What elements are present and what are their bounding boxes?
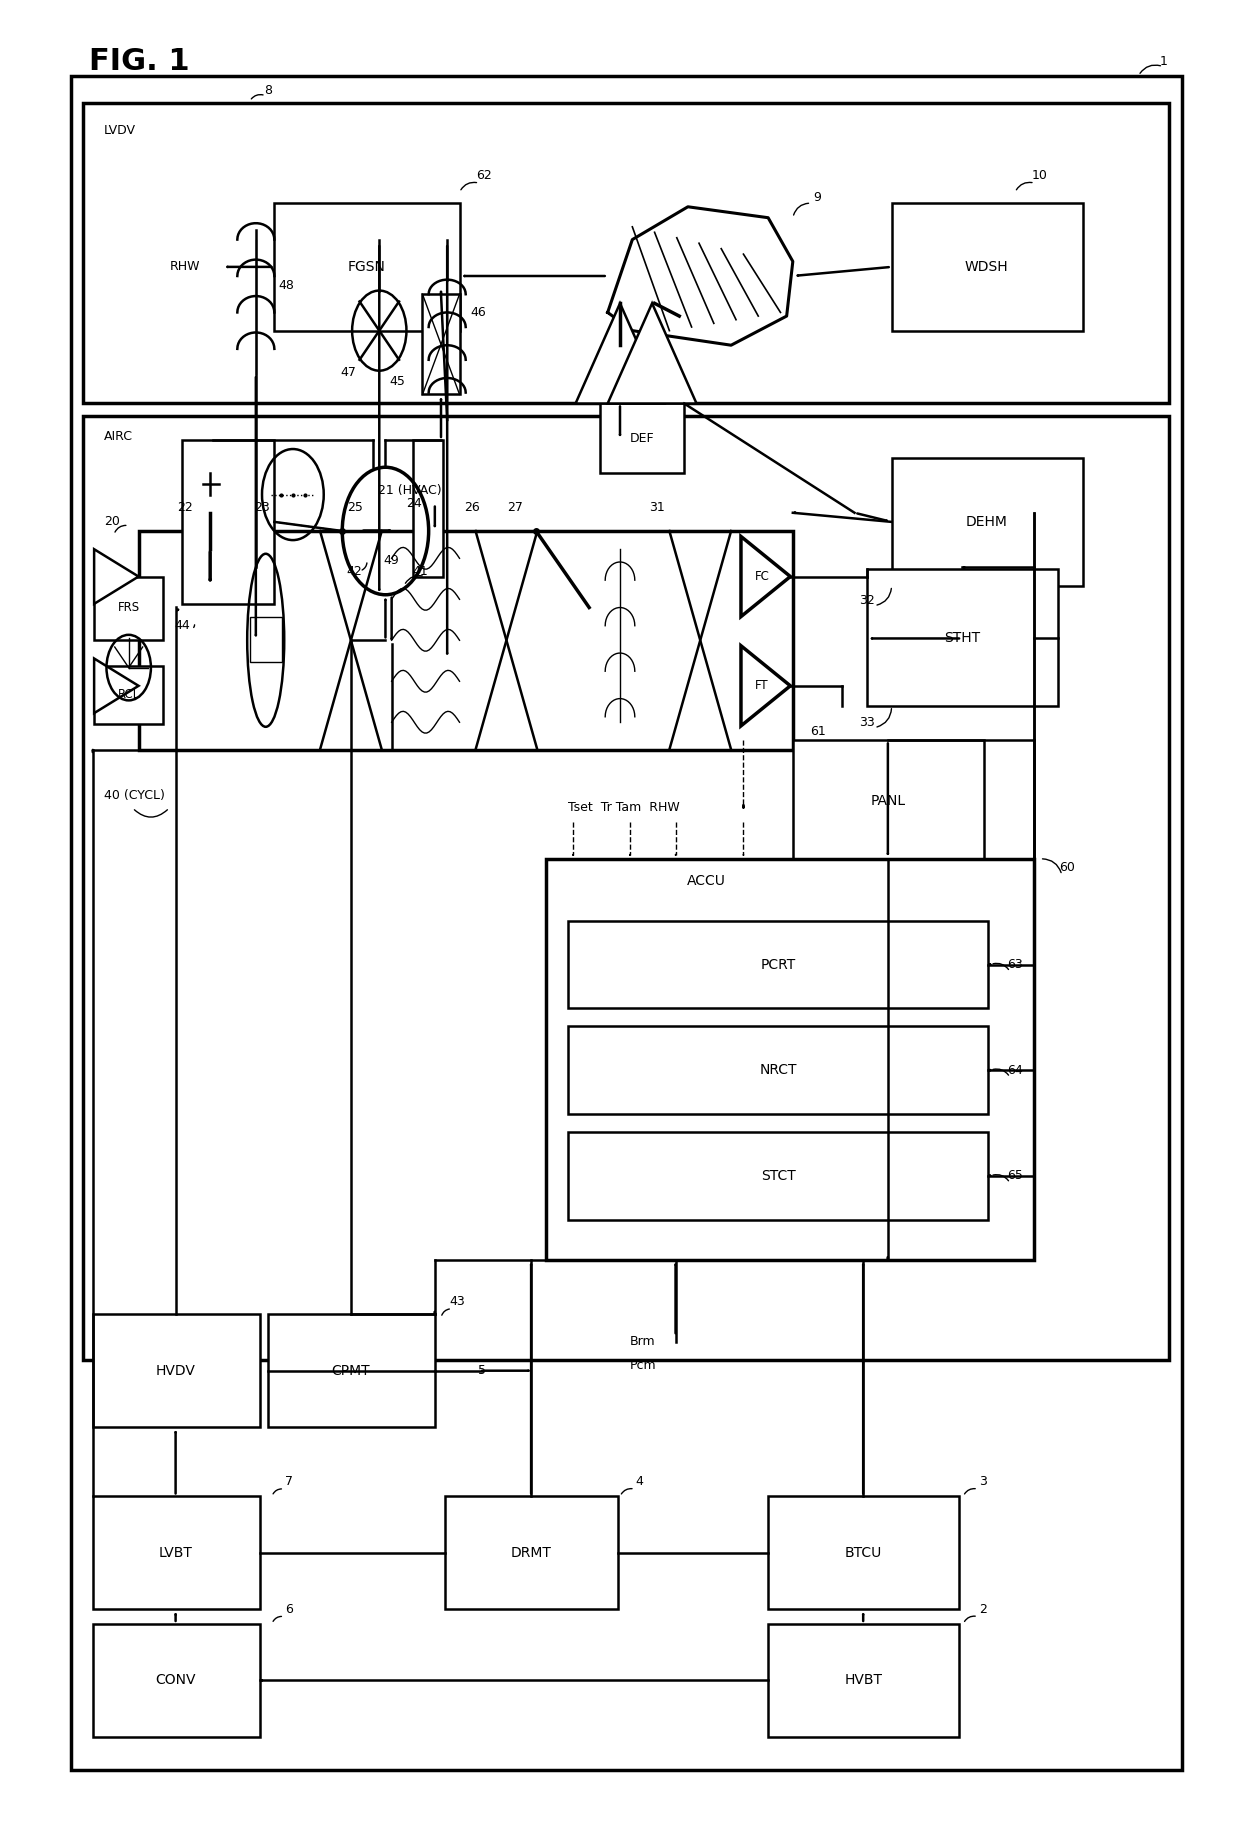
Polygon shape — [94, 658, 139, 713]
Text: FT: FT — [755, 680, 769, 692]
Bar — [83, 102, 1169, 404]
Text: 43: 43 — [449, 1295, 465, 1308]
Polygon shape — [94, 550, 139, 605]
Text: 60: 60 — [1059, 862, 1075, 875]
Text: 4: 4 — [636, 1474, 644, 1489]
Text: 64: 64 — [1007, 1063, 1023, 1076]
Bar — [568, 921, 988, 1009]
Text: 27: 27 — [507, 501, 523, 513]
Text: 5: 5 — [477, 1365, 486, 1378]
Bar — [182, 440, 274, 605]
Polygon shape — [742, 537, 790, 616]
Bar — [94, 665, 164, 723]
Bar — [892, 203, 1083, 331]
Polygon shape — [608, 303, 697, 404]
Text: AIRC: AIRC — [104, 429, 133, 442]
Text: PANL: PANL — [870, 793, 905, 808]
Bar — [568, 1027, 988, 1114]
Text: Pcm: Pcm — [630, 1359, 656, 1372]
Text: 47: 47 — [341, 365, 356, 378]
Text: 40 (CYCL): 40 (CYCL) — [104, 789, 165, 802]
Bar — [93, 1624, 259, 1737]
Text: 23: 23 — [254, 501, 270, 513]
Bar — [445, 1496, 618, 1610]
Text: WDSH: WDSH — [965, 259, 1008, 274]
Text: NRCT: NRCT — [759, 1063, 797, 1078]
Bar — [892, 459, 1083, 586]
Text: ACCU: ACCU — [687, 873, 725, 888]
Text: 7: 7 — [285, 1474, 293, 1489]
Bar — [546, 859, 1033, 1259]
Polygon shape — [742, 645, 790, 725]
Bar — [768, 1496, 960, 1610]
Text: 63: 63 — [1007, 957, 1023, 970]
Text: CONV: CONV — [155, 1674, 196, 1688]
Text: 31: 31 — [650, 501, 665, 513]
Bar — [413, 440, 444, 577]
Text: 42: 42 — [347, 565, 362, 577]
Text: DRMT: DRMT — [511, 1546, 552, 1560]
Text: 25: 25 — [347, 501, 362, 513]
Text: STCT: STCT — [760, 1169, 795, 1182]
Bar — [274, 203, 460, 331]
Text: DEF: DEF — [630, 431, 655, 444]
Bar — [249, 616, 281, 661]
Text: FC: FC — [754, 570, 769, 583]
Text: 8: 8 — [264, 84, 273, 97]
Text: RCL: RCL — [118, 689, 140, 702]
Text: FRS: FRS — [118, 601, 140, 614]
Bar — [568, 1133, 988, 1219]
Text: DEHM: DEHM — [966, 515, 1008, 528]
Bar — [83, 417, 1169, 1359]
Text: BTCU: BTCU — [844, 1546, 882, 1560]
Bar — [792, 740, 985, 859]
Bar — [768, 1624, 960, 1737]
Text: 46: 46 — [470, 305, 486, 320]
Text: 32: 32 — [859, 594, 874, 607]
Text: LVDV: LVDV — [104, 124, 136, 137]
Text: Tset  Tr Tam  RHW: Tset Tr Tam RHW — [568, 802, 680, 815]
Text: 6: 6 — [285, 1602, 293, 1615]
Text: 24: 24 — [405, 497, 422, 510]
Text: HVDV: HVDV — [156, 1363, 196, 1378]
Text: 9: 9 — [813, 192, 821, 205]
Text: PCRT: PCRT — [760, 957, 796, 972]
Text: 62: 62 — [476, 170, 492, 183]
Bar — [139, 532, 792, 749]
Text: 33: 33 — [859, 716, 874, 729]
Text: 45: 45 — [389, 375, 405, 387]
Text: LVBT: LVBT — [159, 1546, 192, 1560]
Bar — [867, 570, 1058, 705]
Text: 3: 3 — [980, 1474, 987, 1489]
Bar — [94, 577, 164, 639]
Text: RHW: RHW — [170, 261, 201, 274]
Text: Brm: Brm — [630, 1336, 656, 1348]
Text: FGSN: FGSN — [348, 259, 386, 274]
Text: 2: 2 — [980, 1602, 987, 1615]
Text: 21 (HVAC): 21 (HVAC) — [378, 484, 441, 497]
Text: 41: 41 — [412, 565, 428, 577]
Text: 20: 20 — [104, 515, 120, 528]
Text: 1: 1 — [1159, 55, 1167, 68]
Text: STHT: STHT — [944, 632, 980, 645]
Text: HVBT: HVBT — [844, 1674, 882, 1688]
Text: 49: 49 — [383, 554, 399, 566]
Text: 10: 10 — [1032, 170, 1048, 183]
Text: 65: 65 — [1007, 1169, 1023, 1182]
Text: FIG. 1: FIG. 1 — [89, 46, 190, 75]
Text: 48: 48 — [279, 278, 295, 292]
Text: 26: 26 — [464, 501, 480, 513]
Bar — [600, 404, 684, 473]
Bar — [93, 1496, 259, 1610]
Text: 22: 22 — [177, 501, 193, 513]
Text: 44: 44 — [174, 619, 190, 632]
Bar — [423, 294, 460, 395]
Text: 61: 61 — [810, 725, 826, 738]
Text: CPMT: CPMT — [331, 1363, 371, 1378]
Polygon shape — [575, 303, 665, 404]
Bar — [268, 1314, 435, 1427]
Bar — [93, 1314, 259, 1427]
